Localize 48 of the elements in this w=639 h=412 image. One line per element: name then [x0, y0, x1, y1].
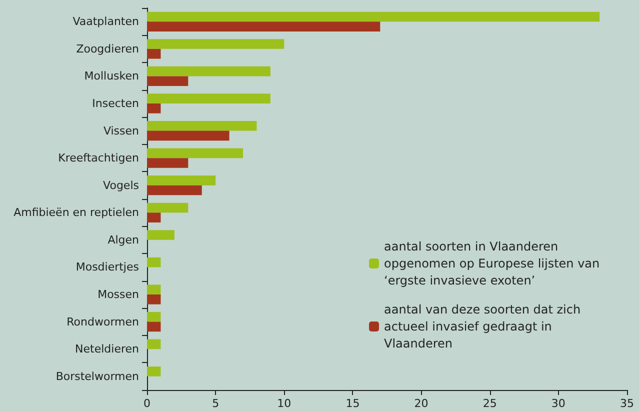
bar — [147, 22, 380, 32]
bar — [147, 148, 243, 158]
y-tick-label: Vissen — [103, 124, 140, 138]
x-tick-label: 0 — [144, 397, 150, 410]
bar — [147, 94, 270, 104]
y-tick-label: Mosdiertjes — [76, 260, 140, 274]
bar — [147, 257, 161, 268]
bar — [147, 366, 161, 376]
legend-label: aantal soorten in Vlaanderen opgenomen op Europese lijsten van ‘ergste invasieve exoten’ — [384, 240, 604, 288]
bar — [147, 158, 188, 168]
y-tick-label: Vogels — [103, 178, 140, 192]
y-tick-label: Mollusken — [84, 70, 140, 83]
bar — [147, 202, 188, 213]
bar — [147, 212, 161, 222]
x-tick-label: 20 — [414, 397, 428, 410]
bar — [147, 312, 161, 322]
legend-label: aantal van deze soorten dat zich actueel invasief gedraagt in Vlaanderen — [384, 302, 584, 350]
x-tick-label: 30 — [551, 397, 566, 410]
bar — [147, 66, 270, 76]
x-tick-label: 35 — [620, 397, 634, 410]
y-tick-label: Borstelwormen — [56, 370, 140, 383]
bar — [147, 322, 161, 332]
bar — [147, 104, 161, 114]
x-tick-label: 10 — [277, 397, 292, 410]
y-tick-label: Vaatplanten — [72, 15, 140, 28]
bar — [147, 39, 284, 49]
x-tick-label: 15 — [346, 397, 360, 410]
bar — [147, 339, 161, 350]
bar — [147, 130, 230, 141]
y-tick-label: Kreeftachtigen — [58, 152, 140, 165]
bar — [147, 185, 202, 196]
y-tick-label: Rondwormen — [66, 315, 140, 328]
bar — [147, 284, 161, 294]
bar — [147, 76, 188, 86]
bar — [147, 120, 257, 131]
bar — [147, 176, 216, 186]
y-tick-label: Algen — [108, 233, 140, 246]
x-tick-label: 25 — [482, 397, 497, 410]
bar — [147, 294, 161, 304]
y-tick-label: Insecten — [92, 97, 140, 110]
x-tick-label: 5 — [212, 397, 220, 410]
y-tick-label: Amfibieën en reptielen — [14, 206, 140, 220]
bar — [147, 230, 174, 240]
bar — [147, 12, 600, 22]
bar — [147, 48, 161, 59]
y-tick-label: Zoogdieren — [76, 42, 140, 56]
y-tick-label: Neteldieren — [75, 342, 140, 356]
y-tick-label: Mossen — [98, 288, 140, 301]
